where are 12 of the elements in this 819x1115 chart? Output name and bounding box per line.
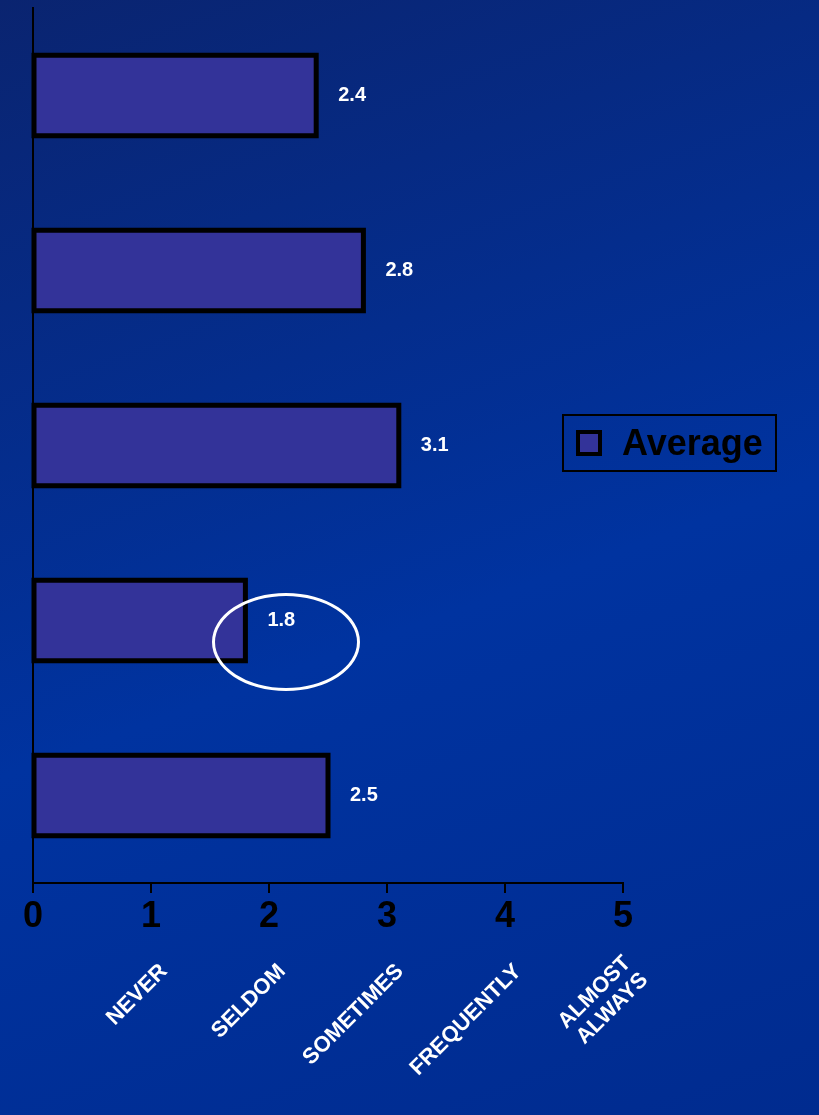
data-label: 2.8: [385, 258, 414, 281]
data-label: 2.5: [350, 783, 378, 806]
x-tick-label: 5: [612, 893, 634, 935]
data-label: 2.4: [338, 83, 367, 106]
x-tick-label: 1: [140, 893, 162, 935]
x-tick-label: 0: [22, 893, 44, 935]
text: Average: [622, 421, 763, 464]
x-tick-label: 3: [376, 893, 398, 935]
x-tick-label: 4: [494, 893, 516, 935]
data-label: 3.1: [420, 433, 449, 456]
x-tick-label: 2: [258, 893, 280, 935]
data-label: 1.8: [267, 608, 296, 631]
